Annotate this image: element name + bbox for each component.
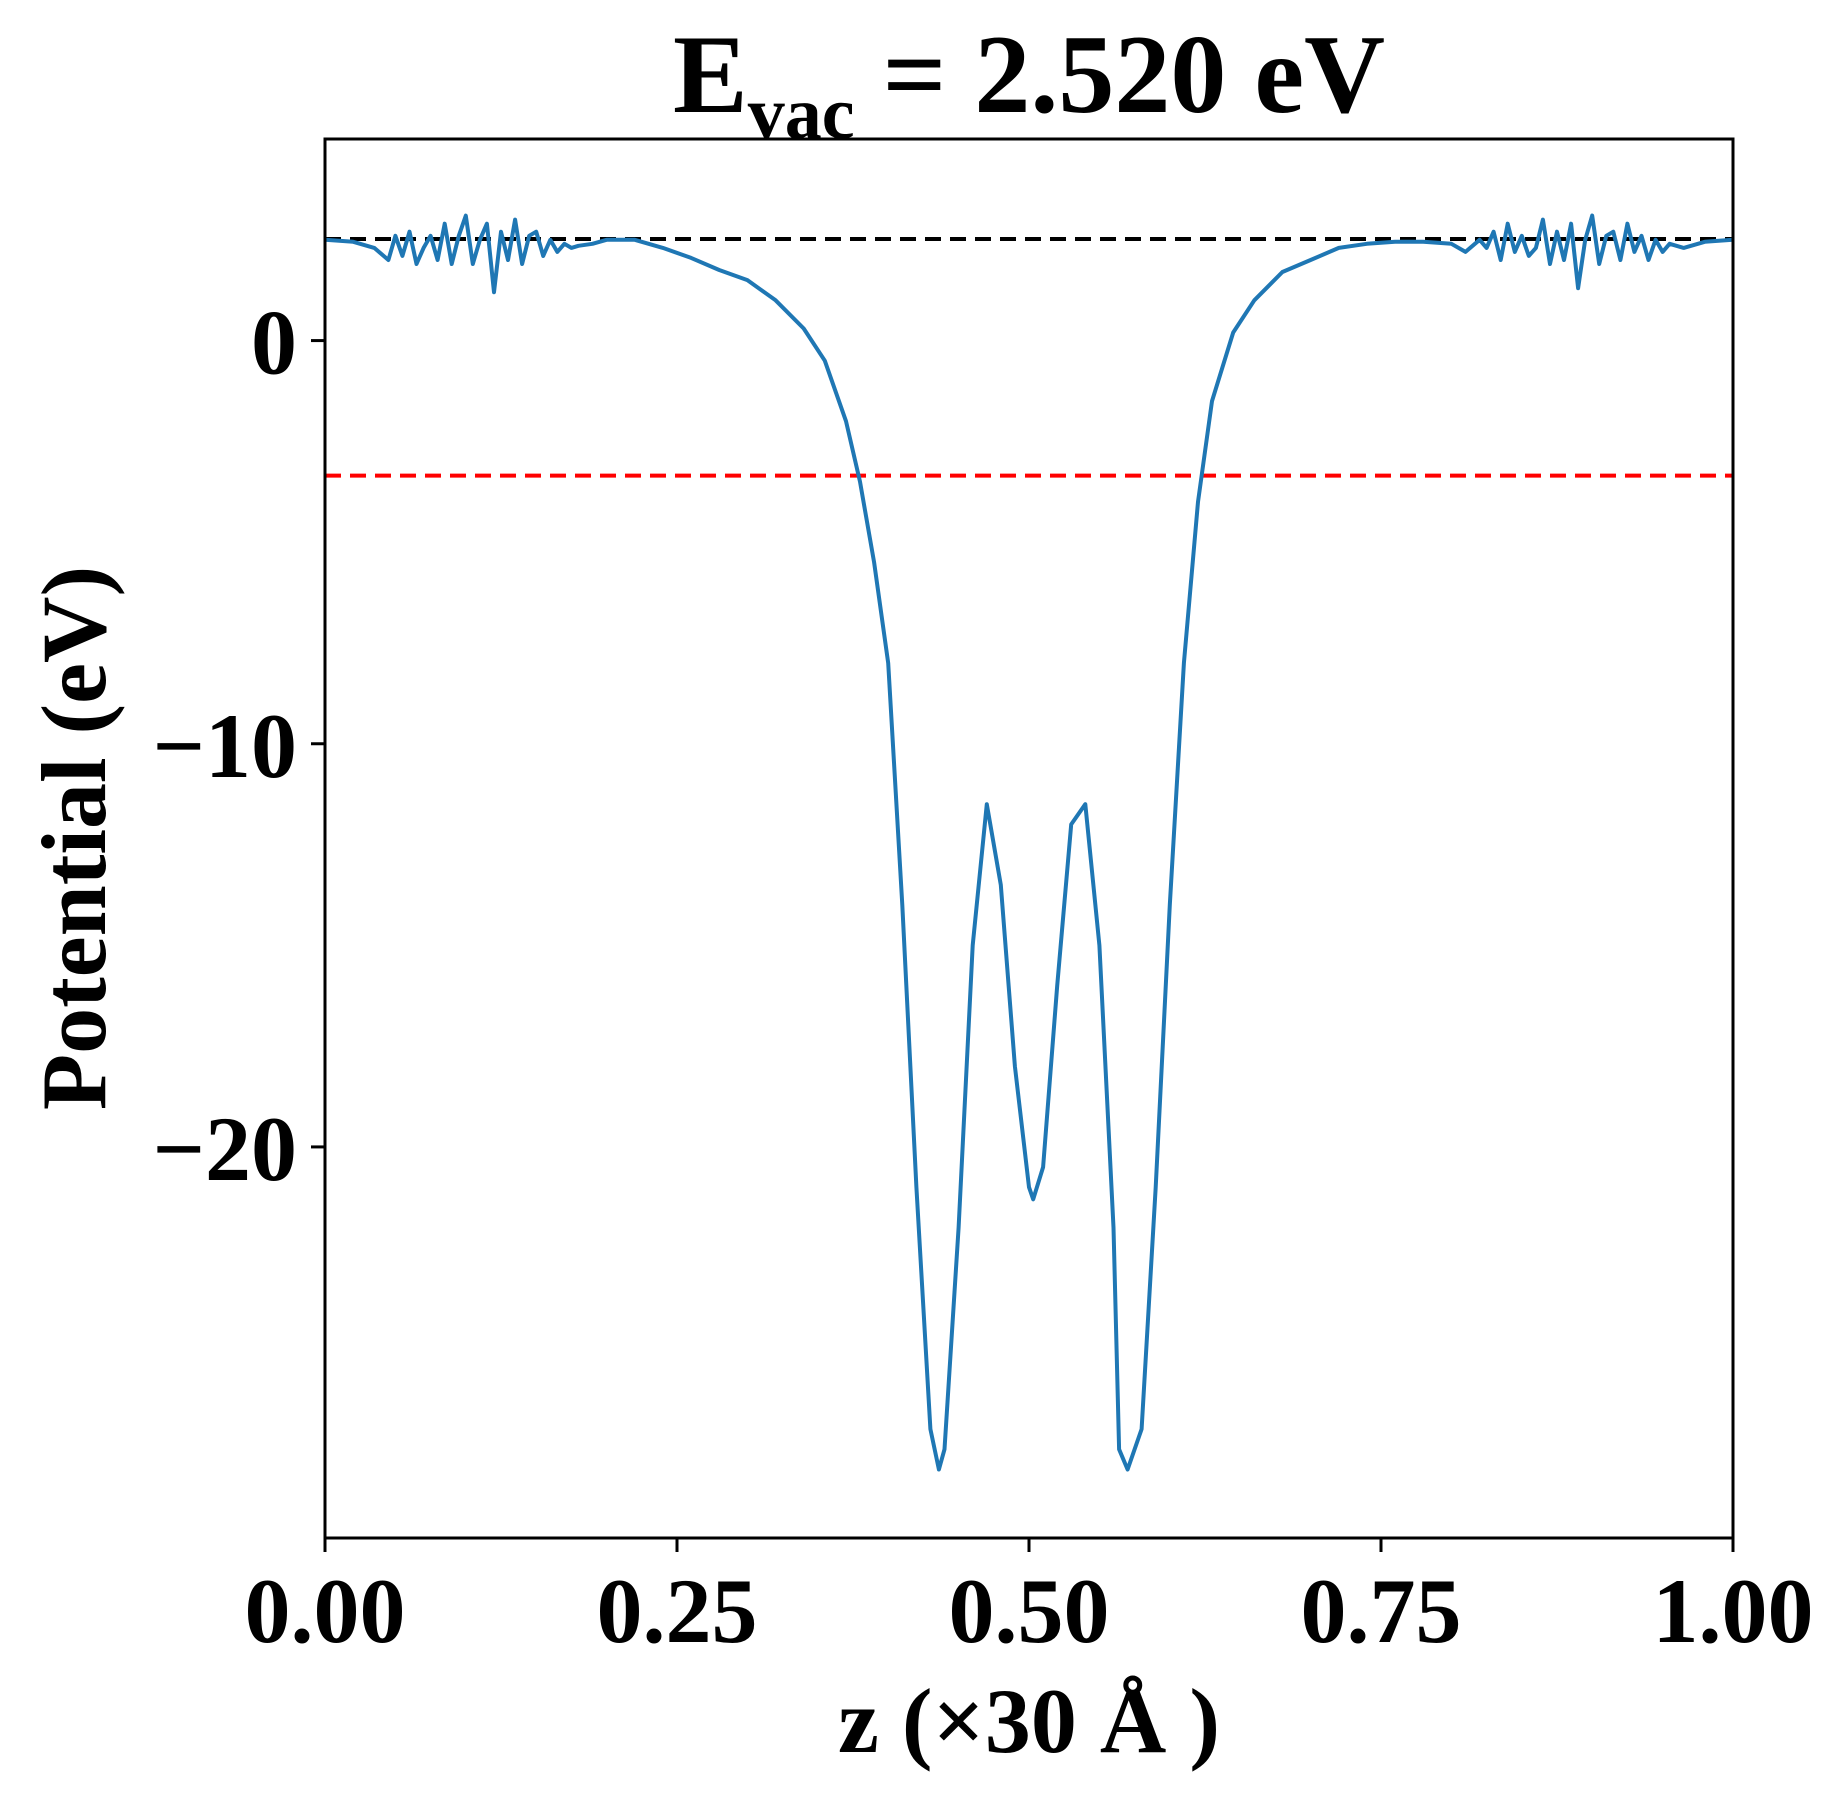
y-tick-label: 0 [251,292,297,394]
reference-lines [325,236,1733,478]
x-tick-label: 0.00 [245,1560,406,1662]
plot-frame [323,137,1735,1540]
y-tick-label: −10 [153,695,297,797]
x-tick-label: 1.00 [1653,1560,1814,1662]
chart-title: Evac = 2.520 eV [673,13,1385,155]
y-tick-label: −20 [153,1098,297,1200]
x-tick-label: 0.25 [597,1560,758,1662]
series-layer [325,213,1733,1472]
x-axis-label: z (×30 Å ) [838,1670,1220,1772]
title-subscript: vac [748,73,855,155]
y-axis: 0 −10 −20 [153,292,325,1200]
y-axis-label: Potential (eV) [23,566,125,1110]
x-tick-label: 0.50 [949,1560,1110,1662]
x-tick-label: 0.75 [1301,1560,1462,1662]
series-line-0 [325,213,1733,1472]
x-axis: 0.00 0.25 0.50 0.75 1.00 [245,1538,1814,1662]
